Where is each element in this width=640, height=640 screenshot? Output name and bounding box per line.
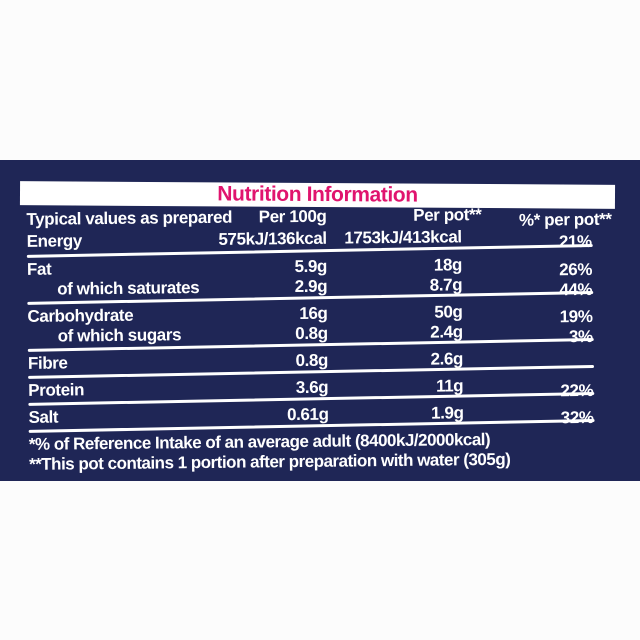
cell-per-100g: 0.61g xyxy=(286,404,329,425)
cell-pct-per-pot: 19% xyxy=(559,306,593,327)
nutrition-panel: Nutrition Information Typical values as … xyxy=(0,160,640,481)
cell-pct-per-pot: 21% xyxy=(558,231,592,252)
cell-per-100g: 3.6g xyxy=(295,377,329,398)
cell-per-100g: 0.8g xyxy=(295,323,328,344)
cell-label: Fibre xyxy=(27,353,68,373)
cell-label: Energy xyxy=(26,231,83,251)
cell-pct-per-pot: 26% xyxy=(559,259,593,280)
header-per-100g: Per 100g xyxy=(258,206,327,227)
nutrition-title: Nutrition Information xyxy=(217,182,418,207)
cell-per-pot: 50g xyxy=(434,302,463,322)
header-pct-per-pot: %* per pot** xyxy=(518,209,612,230)
cell-label: Salt xyxy=(28,407,59,427)
header-typical-values: Typical values as prepared xyxy=(26,207,233,229)
cell-label: of which saturates xyxy=(57,278,200,299)
cell-label: Protein xyxy=(28,380,85,400)
cell-label: Fat xyxy=(26,259,52,279)
cell-per-100g: 575kJ/136kcal xyxy=(218,228,327,249)
cell-per-100g: 5.9g xyxy=(294,256,328,277)
table-header-row: Typical values as prepared Per 100g Per … xyxy=(0,203,613,231)
cell-per-100g: 16g xyxy=(299,303,328,324)
cell-label: Carbohydrate xyxy=(27,305,134,326)
cell-per-pot: 18g xyxy=(433,255,463,275)
cell-label: of which sugars xyxy=(57,325,182,346)
header-per-pot: Per pot** xyxy=(413,205,482,225)
cell-per-100g: 0.8g xyxy=(295,350,329,371)
footnotes: *% of Reference Intake of an average adu… xyxy=(1,429,615,475)
cell-per-100g: 2.9g xyxy=(294,276,328,297)
nutrition-table: Typical values as prepared Per 100g Per … xyxy=(0,203,615,475)
